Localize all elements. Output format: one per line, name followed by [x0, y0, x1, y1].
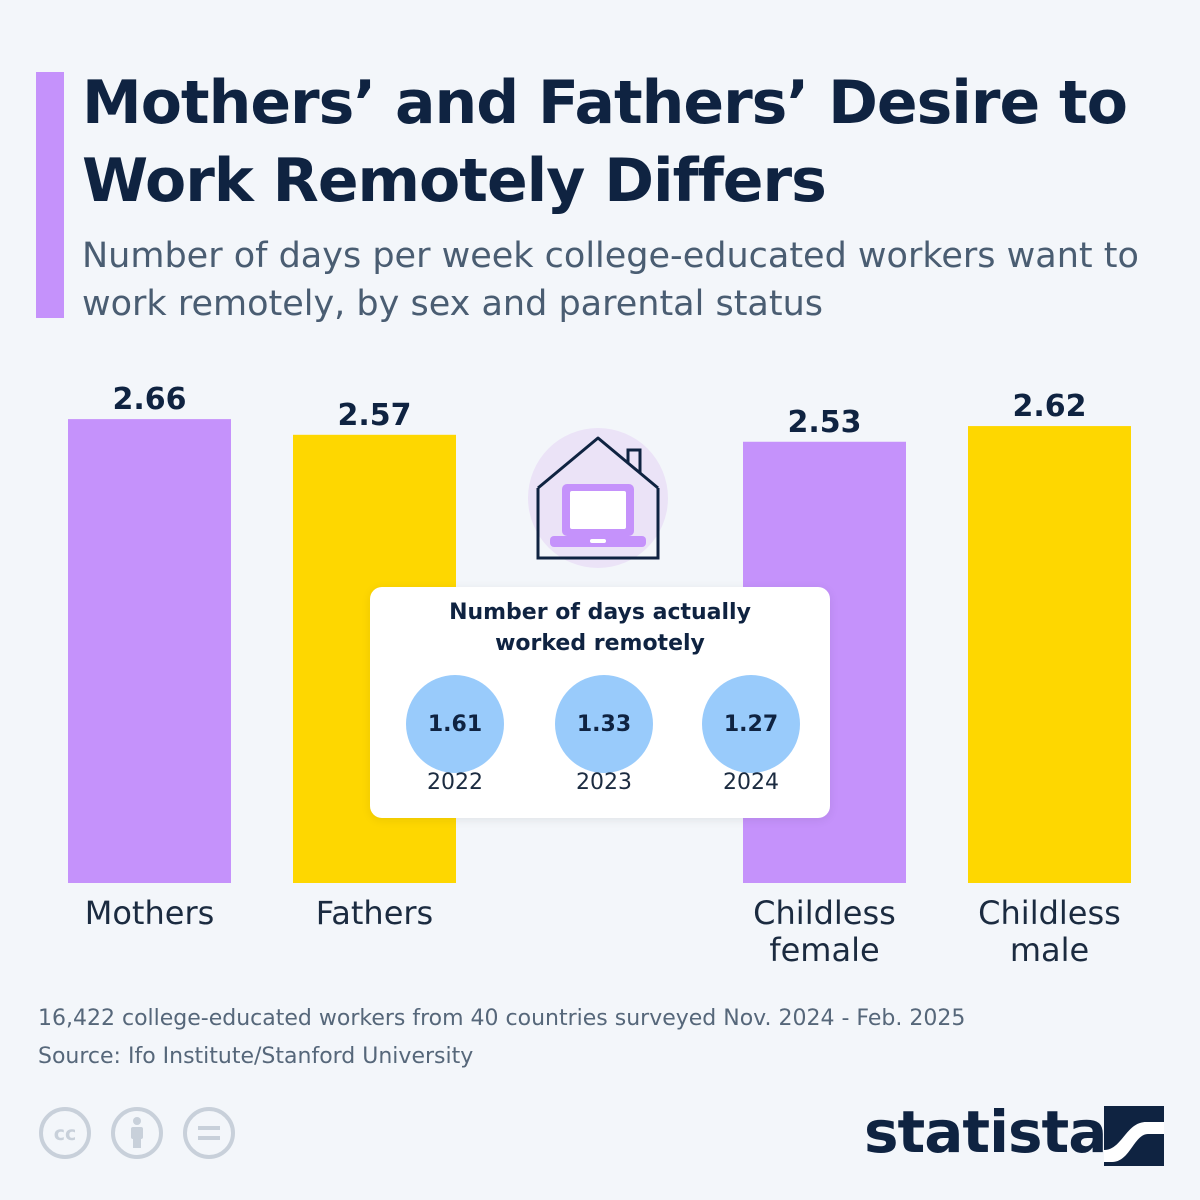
statista-wordmark[interactable]: statista — [864, 1098, 1107, 1166]
category-label-childless-male: Childless male — [978, 894, 1121, 969]
year-2023-label: 2023 — [576, 770, 632, 795]
bar-childless-male — [968, 426, 1131, 883]
title-accent-bar — [36, 72, 64, 318]
actual-2024-bubble: 1.27 — [702, 675, 800, 773]
statista-logo-icon[interactable] — [1104, 1106, 1164, 1166]
value-label-childless-female: 2.53 — [787, 405, 861, 440]
footnote: 16,422 college-educated workers from 40 … — [38, 1000, 965, 1076]
chart-subtitle: Number of days per week college-educated… — [82, 236, 1139, 324]
value-label-mothers: 2.66 — [112, 382, 186, 417]
year-2022-label: 2022 — [427, 770, 483, 795]
svg-text:cc: cc — [54, 1123, 77, 1145]
callout-title: Number of days actually worked remotely — [449, 600, 751, 656]
attribution-icon[interactable] — [110, 1106, 164, 1160]
actual-2023-bubble: 1.33 — [555, 675, 653, 773]
value-label-childless-male: 2.62 — [1012, 389, 1086, 424]
source-note: Source: Ifo Institute/Stanford Universit… — [38, 1044, 474, 1069]
actual-remote-days-callout: Number of days actually worked remotely … — [370, 587, 830, 818]
category-label-fathers: Fathers — [316, 894, 433, 932]
category-label-childless-female: Childless female — [753, 894, 896, 969]
year-2024-label: 2024 — [723, 770, 779, 795]
chart-title: Mothers’ and Fathers’ Desire to Work Rem… — [82, 68, 1128, 216]
no-derivatives-icon[interactable] — [182, 1106, 236, 1160]
house-laptop-icon — [528, 428, 668, 568]
survey-note: 16,422 college-educated workers from 40 … — [38, 1006, 966, 1031]
value-label-fathers: 2.57 — [337, 398, 411, 433]
cc-icon[interactable]: cc — [38, 1106, 92, 1160]
category-label-mothers: Mothers — [85, 894, 215, 932]
actual-2022-bubble: 1.61 — [406, 675, 504, 773]
bar-mothers — [68, 419, 231, 883]
